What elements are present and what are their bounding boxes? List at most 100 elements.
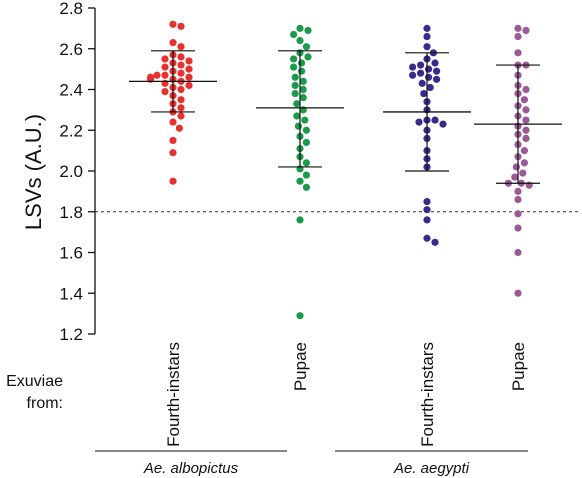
data-point bbox=[302, 183, 310, 191]
data-point bbox=[433, 67, 441, 75]
y-tick-label: 2.8 bbox=[59, 0, 83, 18]
data-point bbox=[299, 94, 307, 102]
data-point bbox=[423, 43, 431, 51]
data-point bbox=[177, 96, 185, 104]
data-point bbox=[290, 30, 298, 39]
data-point bbox=[439, 120, 447, 128]
data-point bbox=[431, 116, 439, 124]
data-point bbox=[514, 195, 522, 204]
data-point bbox=[185, 65, 193, 73]
data-point bbox=[291, 81, 299, 90]
data-point bbox=[177, 22, 185, 30]
data-point bbox=[522, 134, 530, 142]
data-point bbox=[415, 118, 423, 126]
data-point bbox=[514, 24, 522, 32]
data-point bbox=[418, 79, 426, 87]
data-point bbox=[417, 61, 425, 69]
data-point bbox=[423, 24, 431, 32]
group-labels: Ae. albopictus Ae. aegypti bbox=[95, 450, 528, 477]
data-point bbox=[290, 55, 298, 63]
data-point bbox=[431, 59, 439, 67]
data-point bbox=[522, 85, 530, 94]
data-point bbox=[185, 81, 193, 90]
y-axis: 1.2 1.4 1.6 1.8 2.0 2.2 2.4 2.6 2.8 bbox=[59, 0, 96, 344]
data-point bbox=[423, 234, 431, 242]
data-point bbox=[512, 163, 521, 171]
data-point bbox=[293, 100, 301, 108]
data-point bbox=[522, 106, 530, 114]
row-label: Exuviae from: bbox=[6, 373, 63, 412]
data-point bbox=[296, 37, 304, 45]
data-point bbox=[296, 177, 304, 185]
data-point bbox=[161, 87, 169, 96]
data-point bbox=[161, 63, 169, 71]
category-label: Fourth-instars bbox=[164, 342, 183, 447]
data-point bbox=[522, 116, 530, 124]
data-point bbox=[161, 71, 169, 79]
data-point bbox=[522, 26, 530, 35]
data-point bbox=[423, 216, 431, 224]
data-point bbox=[431, 238, 439, 246]
data-point bbox=[519, 169, 527, 177]
data-point bbox=[409, 71, 417, 79]
data-point bbox=[409, 63, 417, 71]
category-label: Pupae bbox=[291, 342, 310, 391]
data-point bbox=[298, 59, 306, 67]
data-point bbox=[291, 89, 299, 98]
data-point bbox=[514, 289, 522, 297]
data-point bbox=[185, 57, 193, 65]
data-point bbox=[169, 118, 177, 126]
data-point bbox=[514, 49, 522, 57]
data-point bbox=[177, 43, 185, 51]
data-point bbox=[299, 85, 307, 94]
data-point bbox=[177, 61, 185, 69]
data-point bbox=[420, 89, 428, 98]
data-point bbox=[514, 248, 522, 257]
y-tick-label: 2.2 bbox=[59, 121, 83, 140]
data-point bbox=[169, 20, 177, 28]
data-point bbox=[302, 138, 310, 147]
data-point bbox=[302, 126, 310, 134]
data-point bbox=[177, 112, 185, 120]
category-label: Fourth-instars bbox=[418, 342, 437, 447]
data-point bbox=[161, 55, 169, 63]
data-point bbox=[177, 53, 185, 61]
x-axis-labels: Fourth-instars Pupae Fourth-instars Pupae bbox=[164, 342, 528, 447]
data-point bbox=[296, 216, 304, 224]
data-point bbox=[423, 206, 431, 214]
data-point bbox=[433, 75, 441, 83]
data-point bbox=[175, 124, 183, 132]
data-point bbox=[514, 187, 522, 195]
data-point bbox=[423, 32, 431, 41]
data-point bbox=[291, 73, 299, 81]
data-point bbox=[169, 177, 177, 185]
data-point bbox=[302, 171, 310, 179]
data-point bbox=[299, 77, 307, 85]
data-point bbox=[169, 39, 177, 47]
data-point bbox=[425, 65, 433, 73]
y-axis-label: LSVs (A.U.) bbox=[21, 114, 46, 230]
data-point bbox=[177, 104, 185, 112]
data-point bbox=[426, 83, 434, 92]
data-point bbox=[177, 69, 185, 77]
data-point bbox=[177, 85, 185, 94]
data-point bbox=[169, 136, 177, 145]
data-point bbox=[153, 71, 161, 79]
data-point bbox=[514, 210, 522, 218]
data-point bbox=[304, 26, 312, 35]
group-label: Ae. aegypti bbox=[393, 460, 470, 477]
data-points bbox=[147, 20, 533, 320]
data-point bbox=[302, 43, 310, 51]
data-point bbox=[514, 224, 522, 232]
data-point bbox=[290, 63, 298, 71]
data-point bbox=[185, 73, 193, 81]
y-tick-label: 2.6 bbox=[59, 40, 83, 59]
data-point bbox=[298, 67, 306, 75]
data-point bbox=[293, 112, 301, 120]
data-point bbox=[417, 69, 425, 77]
data-point bbox=[169, 149, 177, 157]
data-point bbox=[423, 197, 431, 206]
category-label: Pupae bbox=[509, 342, 528, 391]
y-tick-label: 1.4 bbox=[59, 284, 83, 303]
